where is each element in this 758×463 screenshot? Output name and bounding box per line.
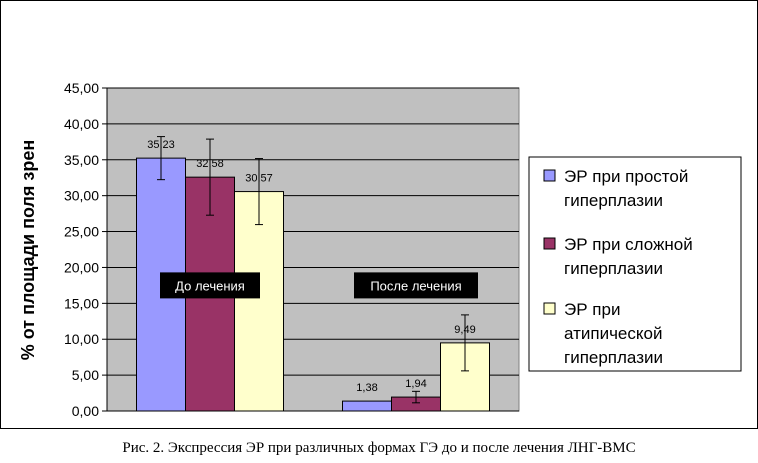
data-label: 1,38 bbox=[356, 382, 377, 394]
y-axis-label: % от площади поля зрен bbox=[18, 140, 38, 361]
y-tick-label: 40,00 bbox=[64, 116, 99, 132]
data-label: 35,23 bbox=[147, 139, 175, 151]
figure-caption: Рис. 2. Экспрессия ЭР при различных форм… bbox=[122, 440, 636, 456]
data-label: 30,57 bbox=[245, 173, 273, 185]
legend-label: ЭР при bbox=[564, 300, 620, 319]
y-axis-ticks: 0,00 5,00 10,00 15,00 20,00 25,00 30,00 35,00 40… bbox=[64, 80, 519, 419]
data-labels: 35,23 32,58 30,57 1,38 1,94 9,49 bbox=[147, 139, 475, 394]
data-label: 32,58 bbox=[196, 158, 224, 170]
y-tick-label: 5,00 bbox=[72, 367, 99, 383]
y-tick-label: 10,00 bbox=[64, 331, 99, 347]
category-label-box bbox=[354, 272, 478, 299]
legend-label: атипической bbox=[564, 324, 662, 343]
y-tick-label: 20,00 bbox=[64, 259, 99, 275]
y-tick-label: 25,00 bbox=[64, 224, 99, 240]
legend-swatch bbox=[543, 302, 556, 315]
bar bbox=[342, 400, 392, 412]
y-tick-label: 45,00 bbox=[64, 80, 99, 96]
y-tick-label: 15,00 bbox=[64, 295, 99, 311]
legend-label: ЭР при простой bbox=[564, 167, 688, 186]
bar bbox=[234, 191, 284, 412]
legend-label: гиперплазии bbox=[564, 191, 663, 210]
legend-label: гиперплазии bbox=[564, 348, 663, 367]
legend-box bbox=[528, 156, 742, 372]
data-label: 9,49 bbox=[454, 324, 475, 336]
legend-label: ЭР при сложной bbox=[564, 235, 693, 254]
error-bars bbox=[157, 136, 469, 404]
legend: ЭР при простой гиперплазии ЭР при сложной г… bbox=[528, 156, 742, 372]
bar-chart: 0,00 5,00 10,00 15,00 20,00 25,00 30,00 35,00 40… bbox=[0, 0, 758, 429]
category-label: После лечения bbox=[370, 278, 461, 293]
legend-swatch bbox=[543, 237, 556, 250]
y-tick-label: 0,00 bbox=[72, 403, 99, 419]
legend-label: гиперплазии bbox=[564, 259, 663, 278]
category-label-box bbox=[160, 272, 260, 299]
category-label: До лечения bbox=[175, 278, 245, 293]
y-tick-label: 35,00 bbox=[64, 152, 99, 168]
chart-frame: 0,00 5,00 10,00 15,00 20,00 25,00 30,00 35,00 40… bbox=[0, 0, 758, 429]
category-labels: До лечения После лечения bbox=[160, 272, 478, 299]
legend-swatch bbox=[543, 169, 556, 182]
y-tick-label: 30,00 bbox=[64, 188, 99, 204]
data-label: 1,94 bbox=[405, 378, 426, 390]
